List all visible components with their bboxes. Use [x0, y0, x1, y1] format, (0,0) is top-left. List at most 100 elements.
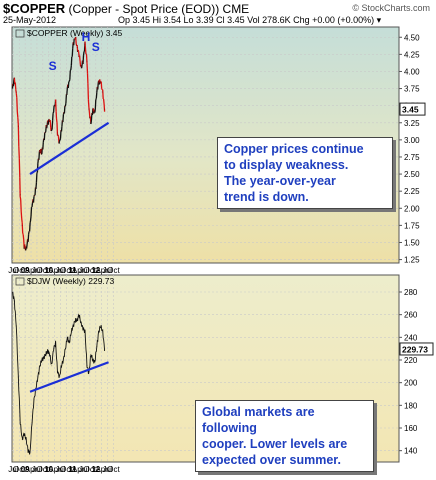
djw-data-point	[43, 357, 45, 359]
copper-data-point	[43, 139, 45, 141]
copper-price-segment	[85, 54, 88, 64]
x-tick-label: Apr	[48, 266, 61, 275]
copper-data-point	[41, 153, 43, 155]
copper-price-segment	[67, 81, 70, 89]
x-tick-label: Oct	[84, 266, 97, 275]
djw-data-point	[45, 353, 47, 355]
copper-last-value-box	[399, 102, 426, 116]
copper-price-segment	[77, 49, 80, 52]
x-tick-label: Apr	[48, 465, 61, 474]
copper-price-segment	[84, 41, 87, 50]
x-tick-label: 11	[68, 266, 77, 275]
x-tick-label: Apr	[25, 465, 38, 474]
copper-data-point	[96, 91, 98, 93]
copper-data-point	[13, 77, 15, 79]
legend-swatch	[15, 277, 25, 286]
copper-data-point	[84, 43, 86, 45]
copper-price-segment	[99, 79, 101, 83]
copper-data-point	[21, 224, 23, 226]
x-tick-label: Jul	[8, 465, 18, 474]
copper-price-segment	[21, 222, 24, 234]
legend-swatch	[15, 29, 25, 38]
copper-data-point	[90, 122, 92, 124]
djw-data-point	[94, 361, 96, 363]
copper-price-segment	[51, 113, 54, 121]
copper-data-point	[60, 129, 63, 131]
djw-data-point	[23, 433, 25, 435]
x-tick-label: Jul	[32, 465, 42, 474]
djw-data-point	[64, 348, 66, 350]
copper-price-segment	[69, 70, 71, 80]
copper-price-segment	[73, 38, 75, 46]
djw-data-point	[60, 365, 63, 367]
copper-data-point	[49, 118, 51, 120]
copper-price-segment	[70, 56, 73, 66]
copper-data-point	[47, 122, 49, 124]
copper-price-segment	[19, 196, 22, 200]
copper-price-segment	[94, 99, 97, 110]
djw-last-value: 229.73	[402, 344, 428, 354]
djw-data-point	[76, 319, 78, 321]
chart-title: $COPPER (Copper - Spot Price (EOD)) CME	[3, 1, 249, 16]
copper-data-point	[37, 163, 39, 165]
x-tick-label: Apr	[95, 266, 108, 275]
djw-last-value-box	[399, 342, 434, 356]
copper-data-point	[17, 125, 19, 127]
copper-price-segment	[87, 83, 90, 100]
copper-price-segment	[101, 88, 103, 90]
djw-data-point	[88, 373, 90, 375]
copper-price-segment	[102, 89, 104, 100]
copper-price-segment	[82, 55, 85, 65]
djw-trendline	[29, 361, 109, 393]
copper-price-segment	[28, 222, 31, 232]
copper-price-segment	[22, 232, 24, 235]
copper-price-segment	[36, 163, 39, 173]
djw-data-point	[19, 421, 21, 423]
pattern-annotation: S	[49, 59, 57, 73]
djw-data-point	[11, 291, 13, 293]
djw-data-point	[13, 300, 15, 302]
pattern-annotation: S	[92, 40, 100, 54]
copper-price-segment	[20, 211, 23, 219]
djw-data-point	[70, 331, 72, 333]
djw-data-point	[78, 314, 80, 316]
y-tick-label: 3.75	[404, 85, 420, 94]
y-tick-label: 2.50	[404, 170, 420, 179]
copper-data-point	[51, 132, 53, 134]
copper-data-point	[82, 60, 84, 62]
x-tick-label: Jul	[55, 266, 65, 275]
djw-data-point	[29, 452, 31, 454]
djw-legend: $DJW (Weekly) 229.73	[27, 276, 115, 286]
djw-data-point	[86, 365, 88, 367]
copper-price-segment	[52, 105, 55, 112]
copper-callout-line: Copper prices continue	[224, 142, 364, 156]
copper-price-segment	[82, 51, 85, 56]
copper-data-point	[94, 111, 96, 114]
date-label: 25-May-2012	[3, 15, 57, 25]
copper-data-point	[66, 88, 68, 90]
copper-callout-line: The year-over-year	[224, 174, 336, 188]
copper-data-point	[74, 36, 76, 38]
copper-data-point	[86, 60, 88, 62]
djw-data-point	[41, 359, 43, 361]
copper-price-segment	[49, 120, 52, 128]
x-tick-label: 09	[21, 465, 30, 474]
x-tick-label: Jul	[79, 465, 89, 474]
copper-price-segment	[55, 118, 58, 123]
copper-last-value: 3.45	[402, 105, 419, 115]
x-tick-label: 09	[21, 266, 30, 275]
djw-data-point	[15, 325, 17, 327]
copper-data-point	[98, 81, 100, 83]
y-tick-label: 3.25	[404, 119, 420, 128]
copper-price-segment	[86, 63, 89, 74]
copper-data-point	[19, 194, 21, 196]
x-tick-label: Jul	[102, 465, 112, 474]
djw-data-point	[90, 353, 92, 355]
copper-data-point	[102, 91, 104, 93]
copper-callout-line: to display weakness.	[224, 158, 349, 172]
djw-data-point	[17, 376, 19, 378]
x-tick-label: Oct	[13, 465, 26, 474]
copper-price-segment	[36, 171, 38, 174]
x-tick-label: Apr	[95, 465, 108, 474]
djw-data-point	[62, 359, 64, 361]
